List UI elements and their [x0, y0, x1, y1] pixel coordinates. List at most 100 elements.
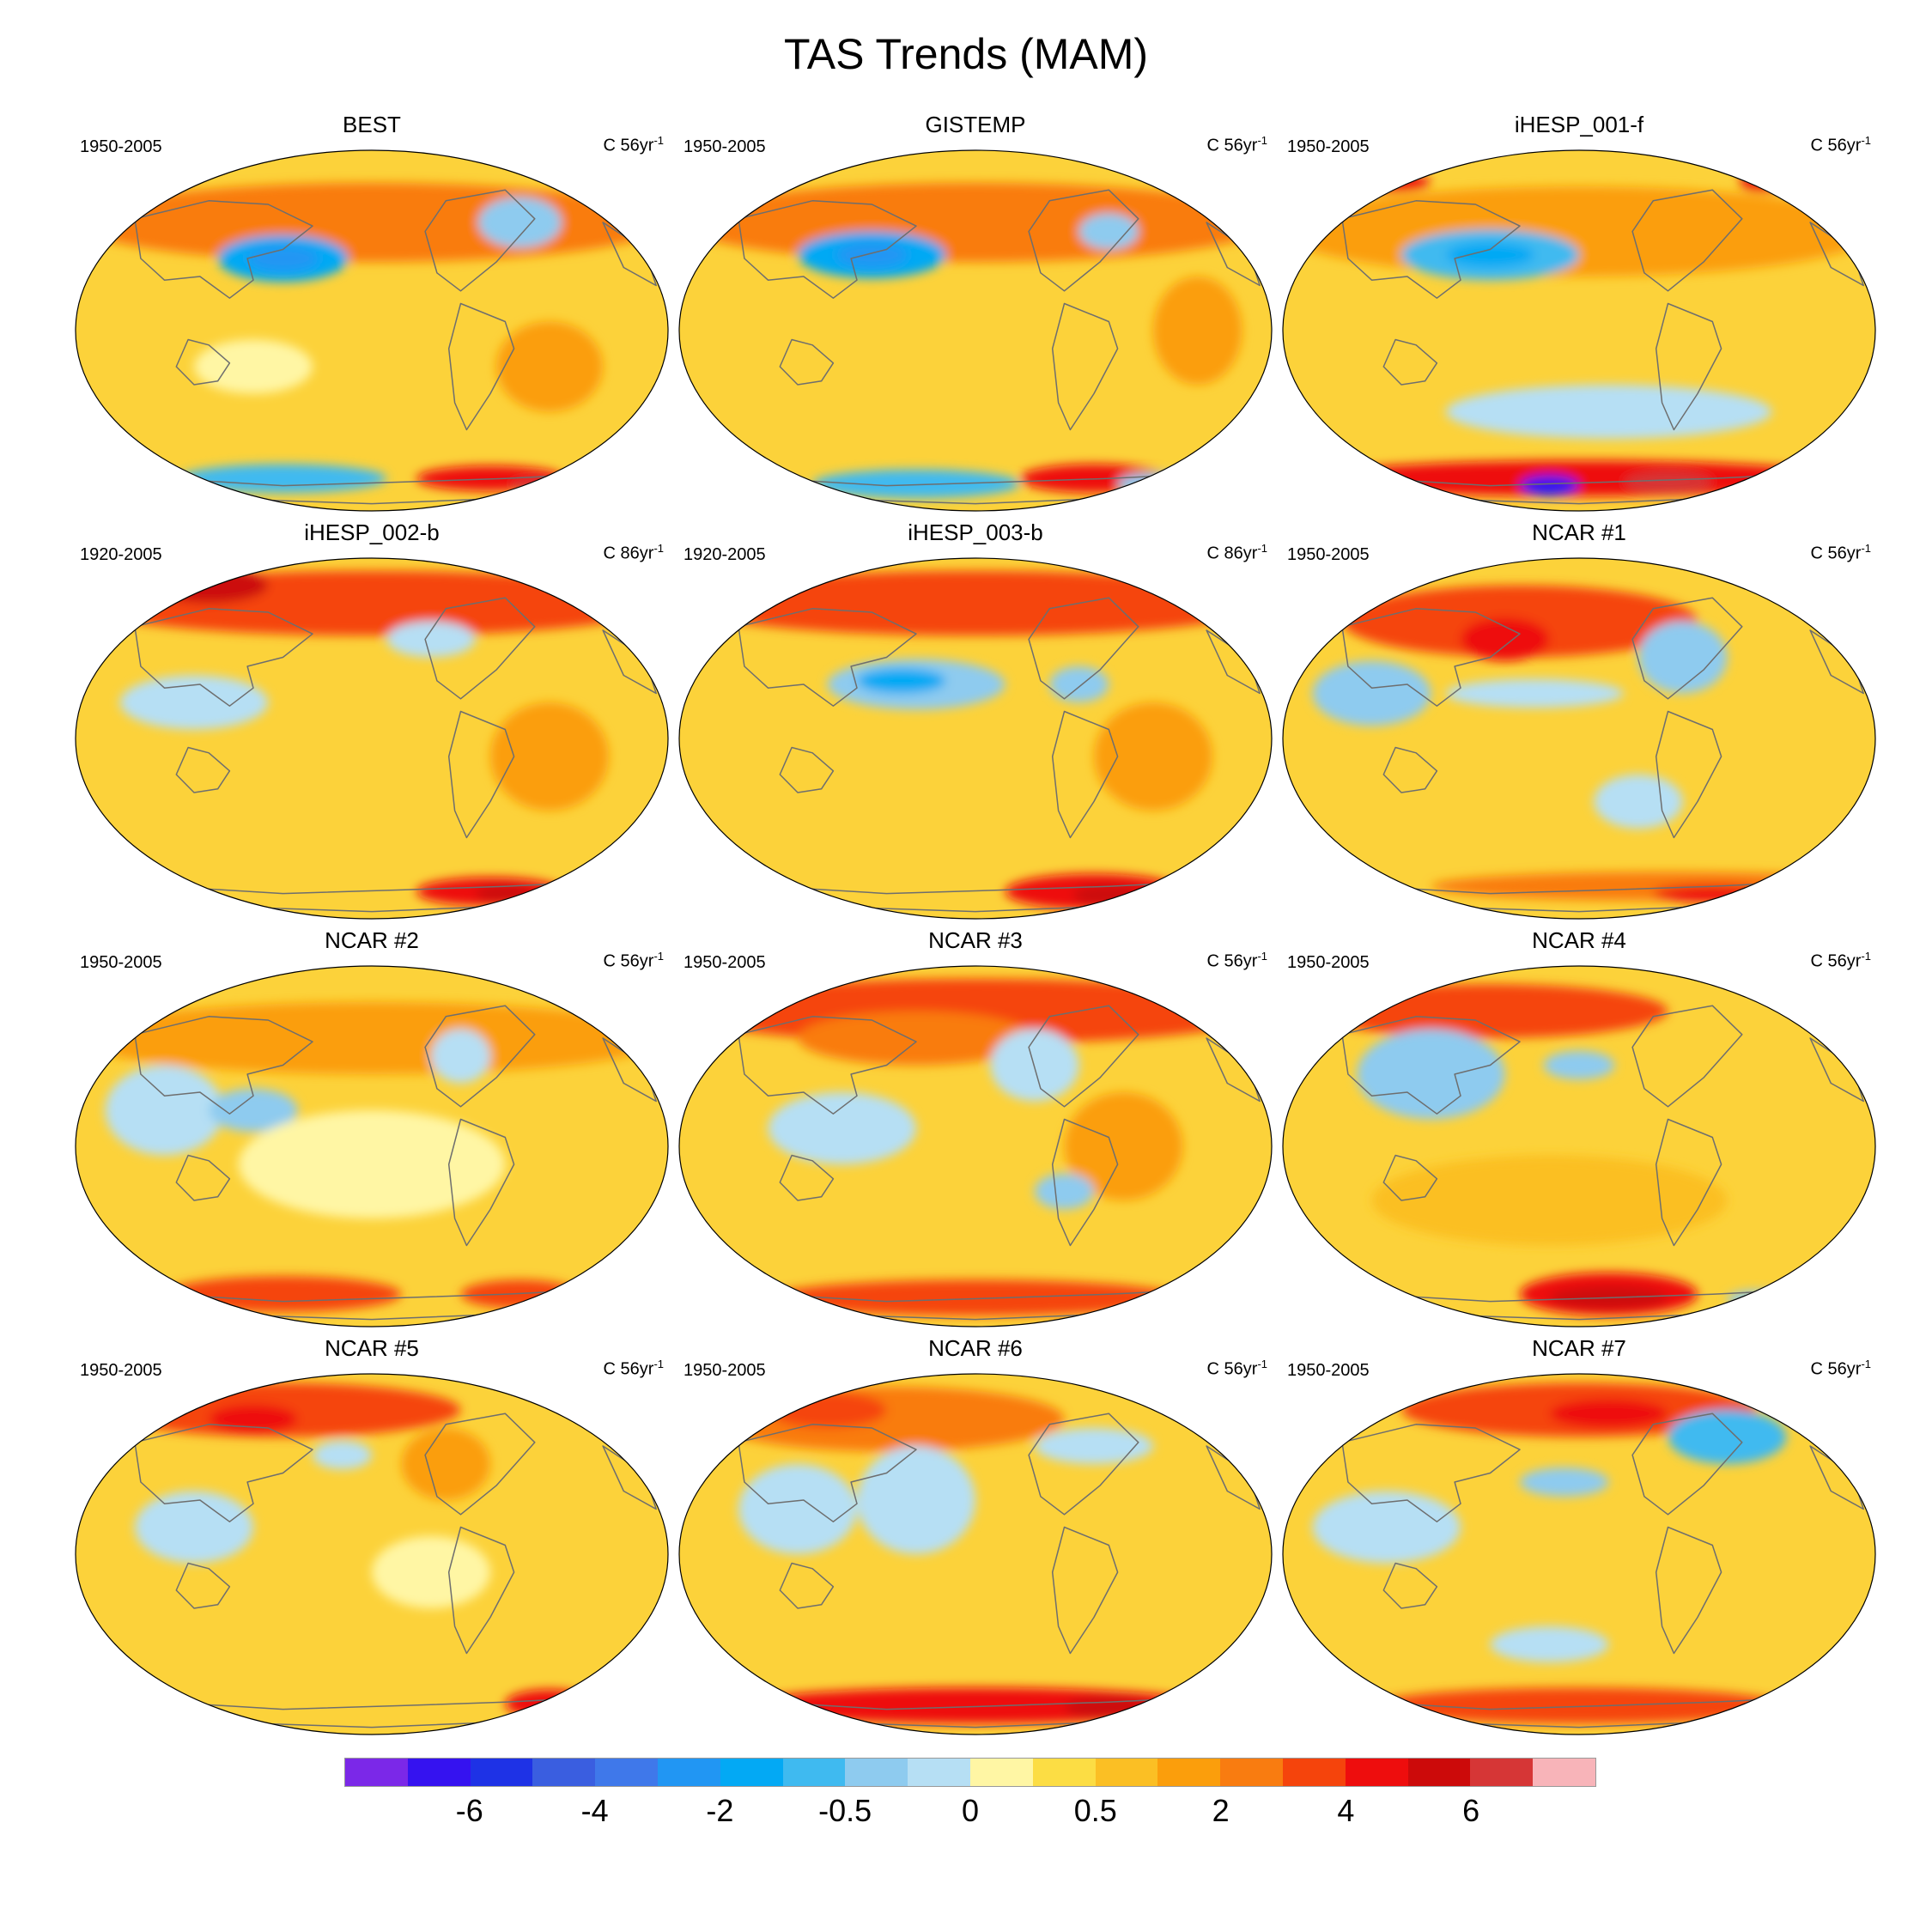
colorbar-box: [908, 1759, 970, 1786]
anomaly-region: [495, 321, 604, 412]
panel-title: iHESP_001-f: [1514, 112, 1644, 137]
world-map: [1282, 149, 1876, 512]
coastline: [1655, 302, 1722, 431]
colorbar-box: [845, 1759, 908, 1786]
anomaly-region: [1049, 666, 1109, 702]
anomaly-region: [1312, 984, 1668, 1038]
anomaly-region: [460, 1279, 580, 1309]
anomaly-region: [1445, 678, 1624, 708]
coastline: [1631, 1005, 1743, 1108]
coastline: [779, 1562, 835, 1609]
panel-units: C 56yr-1: [1206, 1358, 1267, 1379]
map-panel-ncar-2: NCAR #2 1950-2005 C 56yr-1: [71, 927, 672, 1331]
anomaly-region: [135, 1491, 253, 1564]
coastline: [424, 597, 536, 700]
colorbar-box: [720, 1759, 783, 1786]
coastline: [1382, 1562, 1438, 1609]
anomaly-region: [857, 668, 946, 694]
anomaly-region: [1520, 475, 1579, 497]
anomaly-region: [679, 570, 1272, 636]
panel-units: C 56yr-1: [1810, 134, 1871, 155]
coastline: [1631, 597, 1743, 700]
colorbar-box: [407, 1759, 471, 1786]
panel-units: C 56yr-1: [603, 950, 664, 971]
map-border: [75, 557, 669, 920]
coastline: [1655, 1118, 1722, 1247]
world-map: [678, 1373, 1273, 1735]
panel-years: 1920-2005: [683, 545, 766, 564]
anomaly-region: [835, 242, 908, 268]
anomaly-region: [119, 675, 269, 730]
coastline: [175, 1154, 231, 1201]
panel-years: 1920-2005: [80, 545, 162, 564]
colorbar-tick-label: 2: [1212, 1793, 1230, 1828]
anomaly-region: [1312, 660, 1431, 726]
panel-title: NCAR #4: [1532, 927, 1626, 953]
anomaly-region: [1357, 1029, 1505, 1120]
colorbar-box: [345, 1759, 408, 1786]
map-panel-ihesp-002-b: iHESP_002-b 1920-2005 C 86yr-1: [71, 519, 672, 923]
panel-title: BEST: [343, 112, 401, 137]
map-panel-gistemp: GISTEMP 1950-2005 C 56yr-1: [675, 112, 1276, 515]
coastline: [1051, 1118, 1119, 1247]
map-border: [678, 149, 1273, 512]
panel-title: iHESP_002-b: [304, 519, 440, 545]
coastline: [1655, 710, 1722, 839]
anomaly-region: [990, 1029, 1079, 1102]
anomaly-region: [76, 1002, 668, 1074]
colorbar-box: [532, 1759, 596, 1786]
anomaly-region: [76, 570, 668, 636]
colorbar-box: [969, 1759, 1033, 1786]
anomaly-region: [1520, 1467, 1609, 1497]
anomaly-region: [179, 464, 387, 493]
panel-units: C 56yr-1: [603, 1358, 664, 1379]
anomaly-region: [1623, 471, 1713, 493]
coastline: [424, 1413, 536, 1516]
map-border: [678, 1373, 1273, 1735]
coastline: [1028, 1413, 1139, 1516]
colorbar: [344, 1758, 1596, 1787]
coastline: [1341, 1424, 1521, 1522]
anomaly-region: [1312, 1491, 1461, 1564]
coastline: [1382, 338, 1438, 386]
panel-units: C 56yr-1: [1810, 1358, 1871, 1379]
world-map: [678, 149, 1273, 512]
anomaly-region: [1445, 242, 1535, 268]
anomaly-region: [386, 621, 476, 658]
coastline: [424, 1005, 536, 1108]
figure-title: TAS Trends (MAM): [783, 30, 1149, 78]
panel-title: NCAR #1: [1532, 519, 1626, 545]
panel-years: 1950-2005: [683, 1361, 766, 1380]
coastline: [779, 1154, 835, 1201]
coastline: [1341, 200, 1521, 299]
world-map: [1282, 557, 1876, 920]
map-panel-ihesp-003-b: iHESP_003-b 1920-2005 C 86yr-1: [675, 519, 1276, 923]
map-panel-ncar-5: NCAR #5 1950-2005 C 56yr-1: [71, 1335, 672, 1739]
coastline: [447, 1526, 515, 1655]
map-border: [1282, 149, 1876, 512]
anomaly-region: [1064, 1092, 1183, 1200]
anomaly-region: [1543, 1050, 1615, 1080]
colorbar-box: [1407, 1759, 1471, 1786]
colorbar-box: [1095, 1759, 1158, 1786]
map-panel-ncar-7: NCAR #7 1950-2005 C 56yr-1: [1279, 1335, 1880, 1739]
map-border: [75, 965, 669, 1327]
panel-years: 1950-2005: [1287, 137, 1370, 156]
colorbar-box: [1345, 1759, 1408, 1786]
coastline: [175, 338, 231, 386]
panel-years: 1950-2005: [1287, 953, 1370, 972]
coastline: [1382, 746, 1438, 793]
coastline: [447, 302, 515, 431]
anomaly-region: [478, 197, 562, 248]
coastline: [134, 200, 313, 299]
anomaly-region: [76, 182, 668, 263]
map-border: [75, 149, 669, 512]
anomaly-region: [490, 702, 609, 811]
coastline: [1051, 302, 1119, 431]
panel-units: C 56yr-1: [1810, 542, 1871, 563]
colorbar-tick-label: -4: [580, 1793, 609, 1828]
panel-units: C 56yr-1: [1810, 950, 1871, 971]
anomaly-region: [505, 1689, 594, 1719]
anomaly-region: [164, 1276, 402, 1313]
world-map: [75, 557, 669, 920]
